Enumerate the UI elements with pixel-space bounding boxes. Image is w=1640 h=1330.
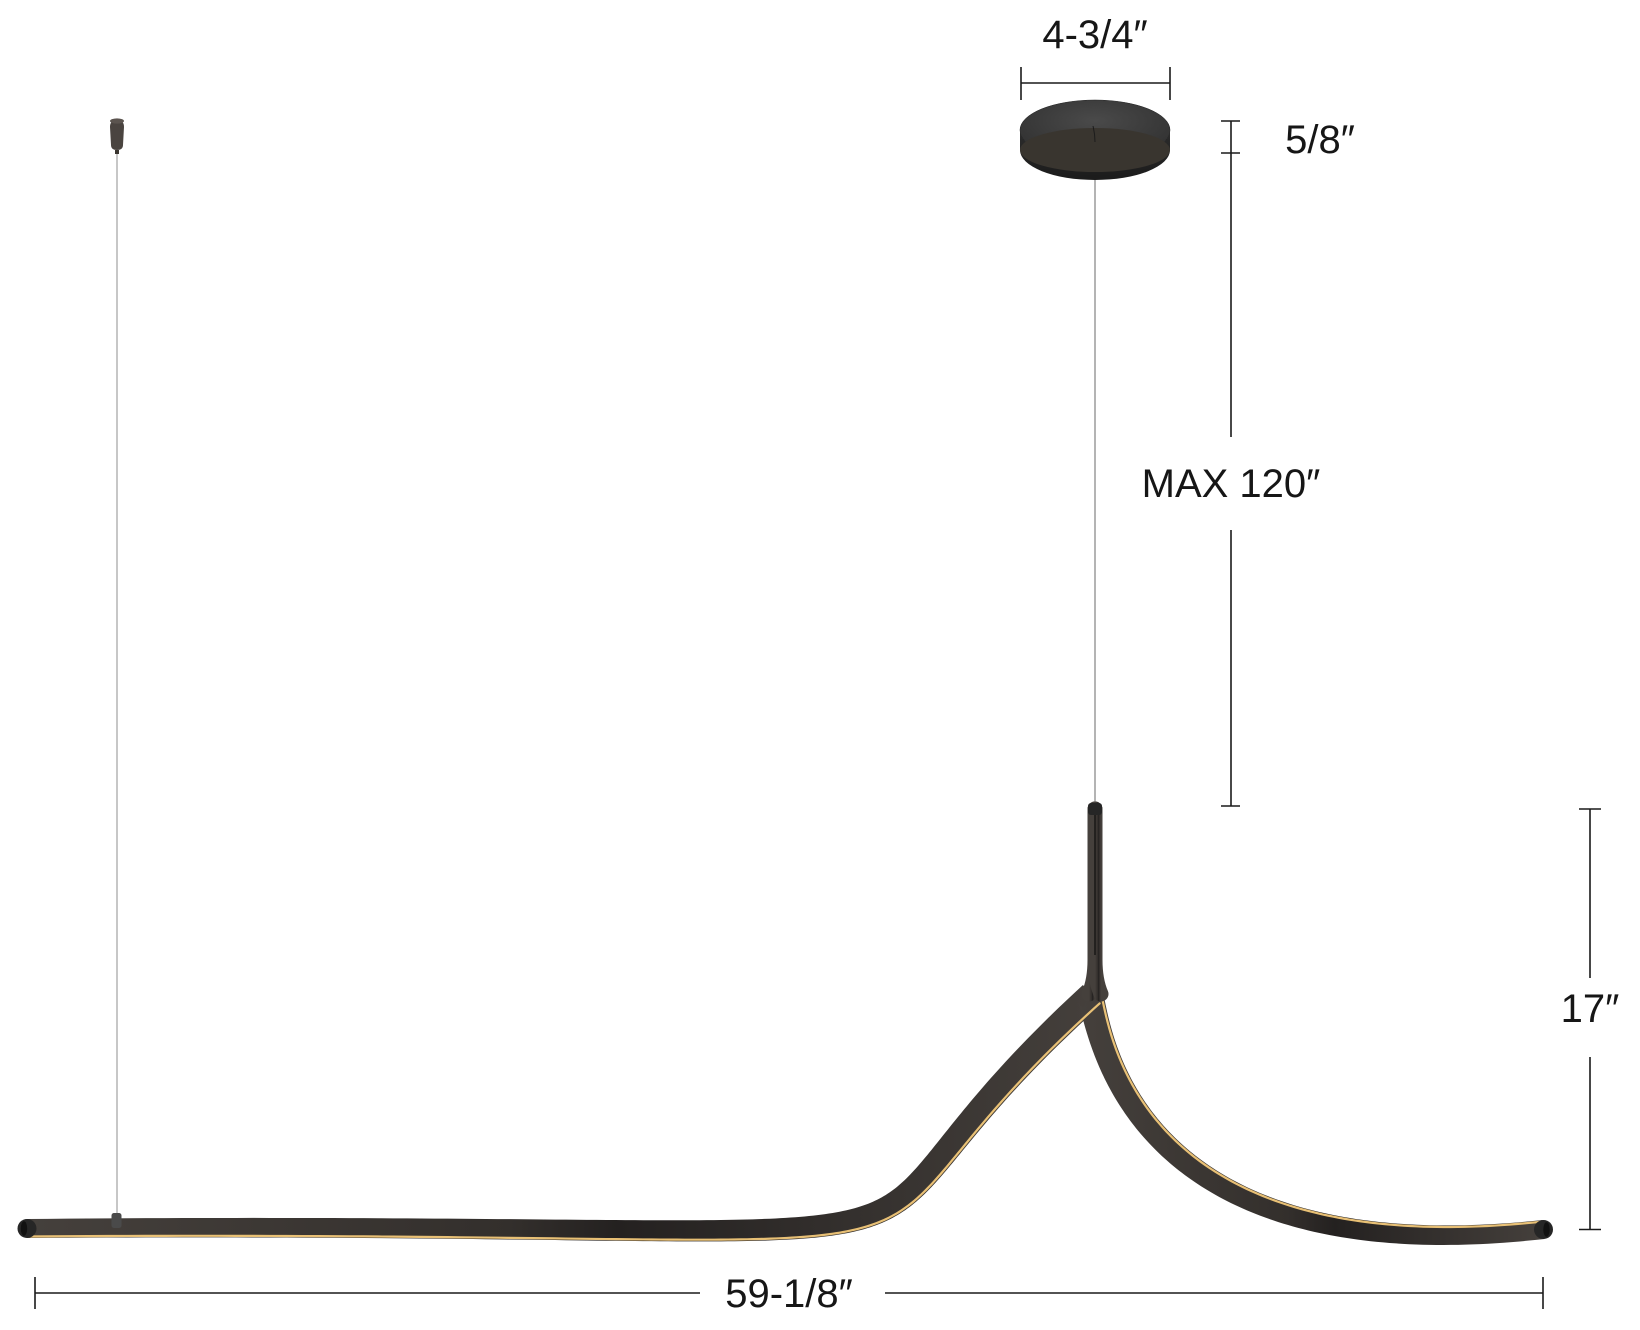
svg-text:4-3/4″: 4-3/4″ bbox=[1042, 13, 1147, 57]
svg-text:5/8″: 5/8″ bbox=[1285, 118, 1355, 162]
svg-text:17″: 17″ bbox=[1561, 987, 1620, 1031]
svg-text:MAX 120″: MAX 120″ bbox=[1142, 462, 1321, 506]
svg-text:59-1/8″: 59-1/8″ bbox=[725, 1272, 853, 1316]
